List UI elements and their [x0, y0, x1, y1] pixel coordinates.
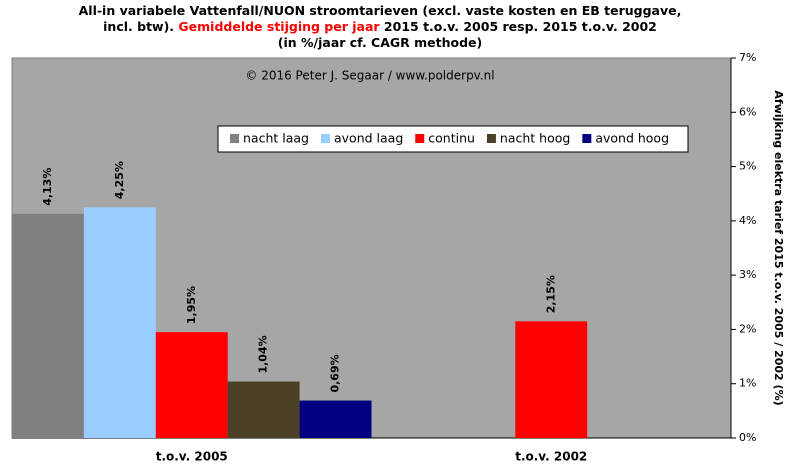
y-tick-label: 3%: [739, 268, 756, 281]
bar: [155, 332, 228, 438]
value-label: 2,15%: [544, 275, 557, 313]
y-tick-label: 4%: [739, 214, 756, 227]
y-tick-label: 0%: [739, 431, 756, 444]
value-label: 4,13%: [41, 168, 54, 206]
value-label: 1,04%: [257, 335, 270, 373]
y-tick-label: 2%: [739, 322, 756, 335]
title-segment: Gemiddelde stijging per jaar: [178, 19, 380, 34]
y-tick-label: 1%: [739, 377, 756, 390]
legend-swatch: [486, 134, 496, 143]
bar: [227, 381, 300, 438]
legend-label: nacht hoog: [500, 131, 570, 146]
legend-label: continu: [428, 131, 475, 146]
legend-label: nacht laag: [243, 131, 309, 146]
legend-swatch: [415, 134, 425, 143]
value-label: 1,95%: [185, 286, 198, 324]
legend: nacht laag avond laag continu nacht hoog avo…: [217, 125, 689, 153]
title-segment: (in %/jaar cf. CAGR methode): [278, 35, 482, 50]
value-label: 4,25%: [113, 161, 126, 199]
y-tick-label: 5%: [739, 160, 756, 173]
legend-box: [217, 125, 689, 153]
bar: [515, 321, 588, 438]
bar: [299, 400, 372, 438]
legend-swatch: [320, 134, 330, 143]
legend-swatch: [230, 134, 239, 143]
bar: [12, 213, 84, 438]
legend-swatch: [582, 134, 592, 143]
chart-title: All-in variabele Vattenfall/NUON stroomt…: [79, 3, 682, 18]
chart-title: (in %/jaar cf. CAGR methode): [278, 35, 482, 50]
title-segment: All-in variabele Vattenfall/NUON stroomt…: [79, 3, 682, 18]
title-segment: incl. btw).: [103, 19, 178, 34]
annotation: © 2016 Peter J. Segaar / www.polderpv.nl: [245, 69, 494, 83]
y-tick-label: 7%: [739, 51, 756, 64]
x-tick-label: t.o.v. 2005: [156, 450, 228, 464]
y-axis-title: Afwijking elektra tarief 2015 t.o.v. 200…: [772, 90, 785, 405]
legend-label: avond laag: [334, 131, 403, 146]
chart-title: incl. btw). Gemiddelde stijging per jaar…: [103, 19, 657, 34]
legend-label: avond hoog: [595, 131, 669, 146]
x-tick-label: t.o.v. 2002: [515, 450, 587, 464]
value-label: 0,69%: [329, 354, 342, 392]
title-segment: 2015 t.o.v. 2005 resp. 2015 t.o.v. 2002: [380, 19, 657, 34]
bar: [83, 207, 156, 438]
y-tick-label: 6%: [739, 105, 756, 118]
